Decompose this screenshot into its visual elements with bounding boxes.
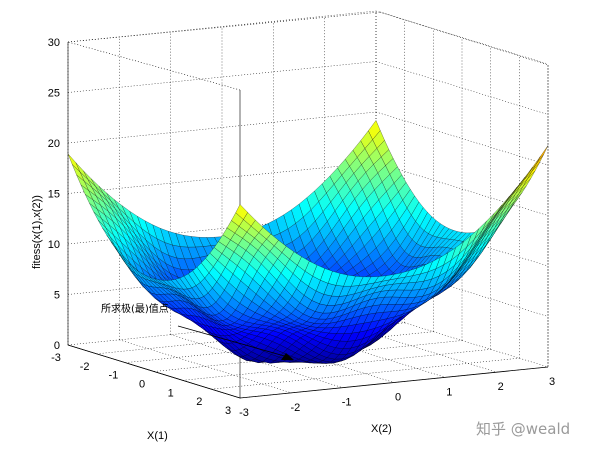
watermark: 知乎 @weald bbox=[476, 420, 570, 438]
z-axis-label: fitess(x(1),x(2)) bbox=[31, 195, 43, 269]
annotation-arrowhead bbox=[281, 353, 294, 360]
y-tick-label: 0 bbox=[395, 392, 401, 404]
y-tick-label: 2 bbox=[498, 381, 504, 393]
minimum-annotation: 所求极(最)值点 bbox=[101, 302, 294, 360]
y-tick-label: 3 bbox=[549, 376, 555, 388]
z-tick-label: 20 bbox=[48, 138, 60, 150]
grid-lines bbox=[67, 10, 549, 399]
y-tick-label: -2 bbox=[290, 402, 300, 414]
z-tick-label: 10 bbox=[48, 239, 60, 251]
surface-patch bbox=[535, 145, 549, 165]
z-tick-label: 0 bbox=[54, 340, 60, 352]
surface-mesh bbox=[67, 120, 549, 364]
x-tick-label: 1 bbox=[168, 387, 174, 399]
z-tick-label: 25 bbox=[48, 88, 60, 100]
y-tick-label: -1 bbox=[342, 397, 352, 409]
x-tick-label: -3 bbox=[51, 352, 61, 364]
x-tick-label: 3 bbox=[225, 405, 231, 417]
y-axis-label: X(2) bbox=[371, 423, 392, 435]
minimum-annotation-label: 所求极(最)值点 bbox=[101, 302, 169, 315]
surface-patch bbox=[67, 153, 81, 173]
x-tick-label: -2 bbox=[80, 361, 90, 373]
annotation-arrow-line bbox=[177, 325, 289, 358]
z-tick-label: 30 bbox=[48, 37, 60, 49]
y-tick-label: 1 bbox=[446, 386, 452, 398]
x-tick-label: -1 bbox=[108, 370, 118, 382]
surface-patch bbox=[531, 154, 544, 172]
z-tick-label: 15 bbox=[48, 189, 60, 201]
x-axis-label: X(1) bbox=[147, 430, 168, 442]
x-tick-label: 2 bbox=[196, 396, 202, 408]
z-tick-label: 5 bbox=[54, 290, 60, 302]
x-tick-label: 0 bbox=[139, 379, 145, 391]
front-axes bbox=[67, 344, 549, 399]
surface-patch bbox=[527, 162, 540, 179]
tick-labels: 0 5 10 15 20 25 30 -3 -2 -1 0 1 2 3 -3 -2 -1 0 1 2 3 bbox=[48, 37, 555, 419]
y-tick-label: -3 bbox=[239, 407, 249, 419]
surface-patch bbox=[235, 204, 248, 220]
